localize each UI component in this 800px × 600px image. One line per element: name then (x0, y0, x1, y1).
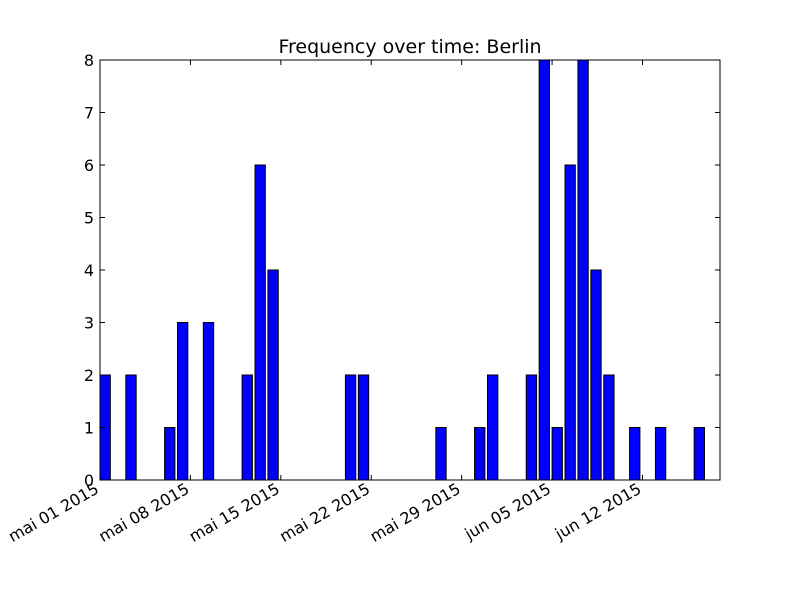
bar-2015-06-13 (654, 427, 667, 481)
bar-2015-05-13 (254, 164, 266, 481)
y-tick-label-7: 7 (84, 104, 94, 123)
y-tick-label-8: 8 (84, 51, 94, 70)
bar-2015-05-07 (177, 322, 189, 481)
x-tick-label-2015-06-05: jun 05 2015 (461, 479, 554, 544)
ticks-group (99, 59, 720, 481)
y-tick-label-1: 1 (84, 419, 94, 438)
bar-2015-06-09 (603, 374, 615, 481)
y-tick-labels: 0 1 2 3 4 5 6 7 8 (84, 51, 94, 490)
bar-2015-05-14 (267, 269, 279, 481)
bar-2015-06-08 (590, 269, 602, 481)
y-tick-label-2: 2 (84, 366, 94, 385)
plot-frame (99, 59, 721, 481)
bars-group (99, 59, 705, 481)
x-tick-label-2015-05-15: mai 15 2015 (186, 479, 283, 546)
bar-2015-06-03 (525, 374, 538, 481)
bar-2015-06-06 (564, 164, 576, 481)
y-tick-label-6: 6 (84, 156, 94, 175)
y-tick-label-0: 0 (84, 471, 94, 490)
bar-2015-06-04 (538, 59, 550, 481)
x-tick-label-2015-06-12: jun 12 2015 (551, 479, 644, 544)
bar-2015-06-16 (693, 427, 705, 481)
bar-2015-05-21 (357, 374, 370, 481)
bar-2015-05-31 (487, 374, 499, 481)
x-tick-label-2015-05-22: mai 22 2015 (276, 479, 373, 546)
bar-2015-05-09 (202, 322, 215, 481)
bar-2015-05-20 (344, 374, 357, 481)
bar-2015-05-12 (241, 374, 253, 481)
y-tick-label-3: 3 (84, 314, 94, 333)
bar-2015-05-27 (435, 427, 447, 481)
y-tick-label-5: 5 (84, 209, 94, 228)
x-tick-label-2015-05-29: mai 29 2015 (367, 479, 464, 546)
y-tick-label-4: 4 (84, 261, 94, 280)
chart-title: Frequency over time: Berlin (278, 36, 541, 58)
x-tick-label-2015-05-01: mai 01 2015 (5, 479, 102, 546)
bar-2015-06-05 (551, 427, 563, 481)
bar-2015-05-06 (164, 427, 176, 481)
bar-2015-06-07 (577, 59, 589, 481)
bar-2015-05-30 (474, 427, 486, 481)
bar-2015-05-03 (125, 374, 137, 481)
bar-2015-06-11 (629, 427, 641, 481)
x-tick-label-2015-05-08: mai 08 2015 (95, 479, 192, 546)
